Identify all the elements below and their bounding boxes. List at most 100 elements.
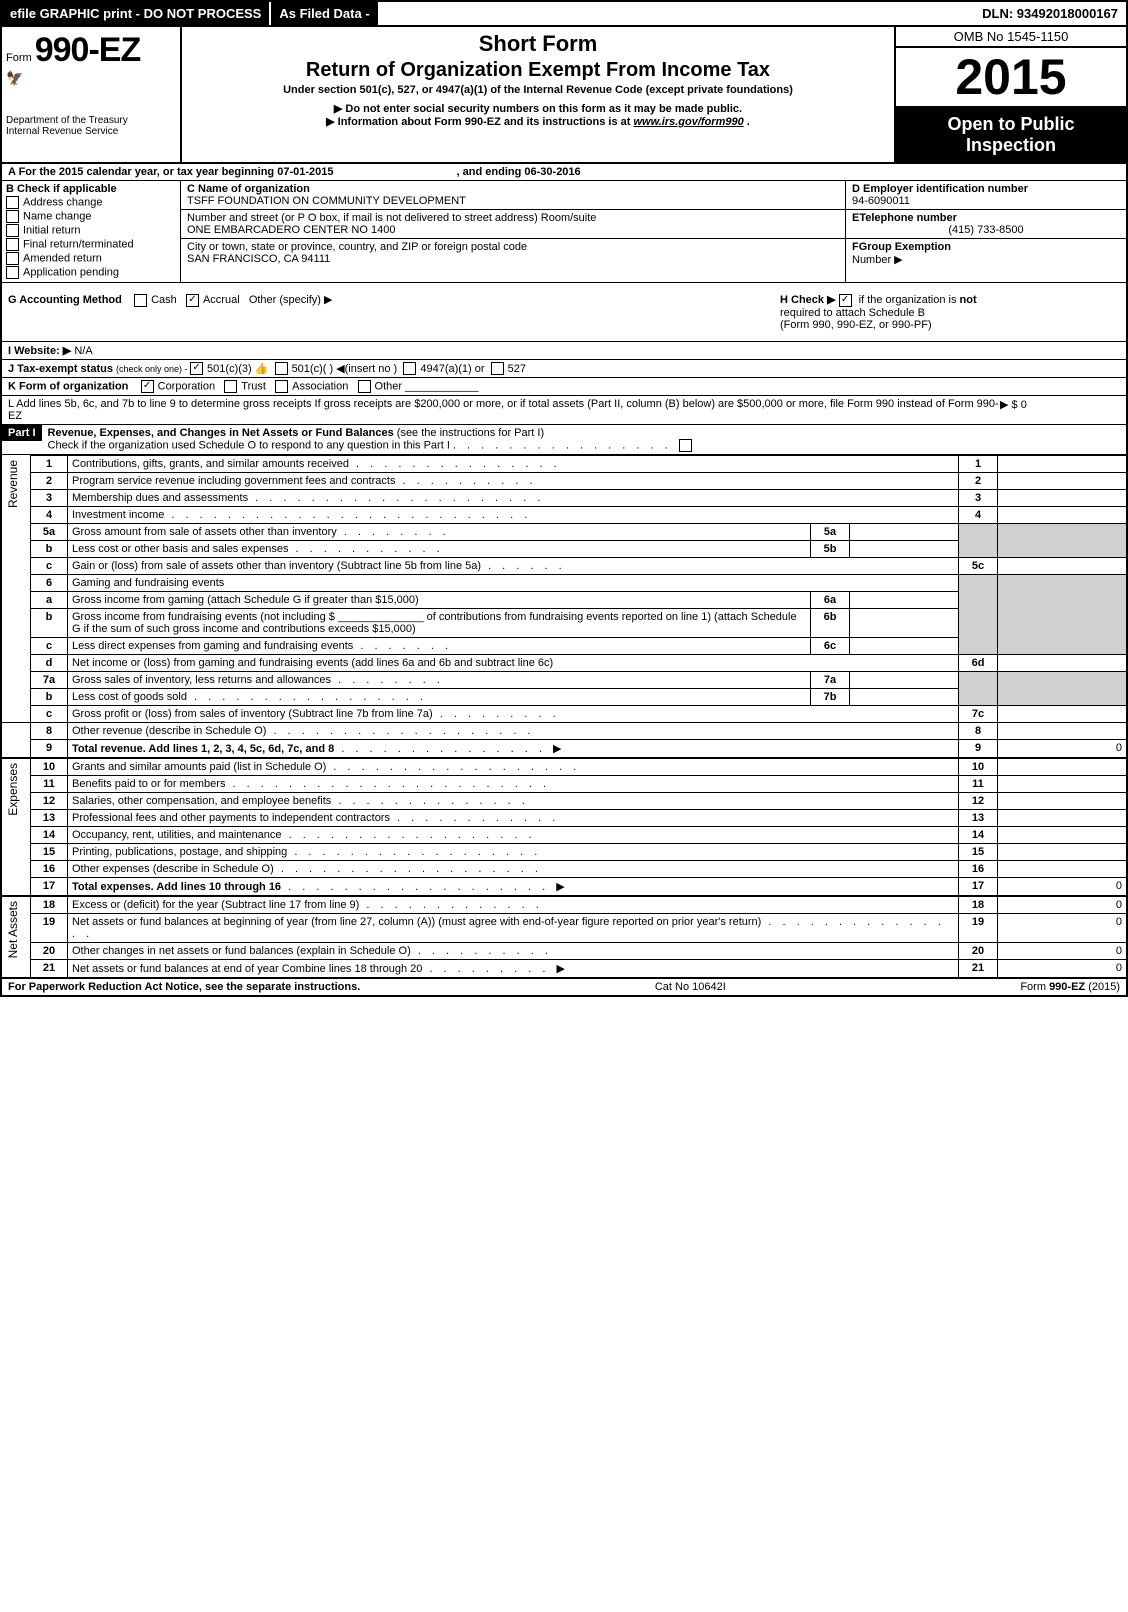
chk-k2[interactable]	[224, 380, 237, 393]
chk-k3[interactable]	[275, 380, 288, 393]
eagle-icon: 🦅	[6, 70, 176, 87]
omb-number: OMB No 1545-1150	[896, 27, 1126, 48]
note-info-post: .	[747, 116, 750, 128]
addr-value: ONE EMBARCADERO CENTER NO 1400	[187, 224, 395, 236]
row-15: 15 Printing, publications, postage, and …	[2, 844, 1126, 861]
header-right: OMB No 1545-1150 2015 Open to Public Ins…	[896, 27, 1126, 162]
line-g: G Accounting Method Cash ✓Accrual Other …	[8, 293, 780, 331]
row-6a: a Gross income from gaming (attach Sched…	[2, 592, 1126, 609]
chk-initial[interactable]: Initial return	[6, 224, 176, 237]
chk-address[interactable]: Address change	[6, 196, 176, 209]
chk-j3[interactable]	[403, 362, 416, 375]
top-bar: efile GRAPHIC print - DO NOT PROCESS As …	[2, 2, 1126, 27]
block-bcdef: B Check if applicable Address change Nam…	[2, 181, 1126, 283]
h-line3: (Form 990, 990-EZ, or 990-PF)	[780, 319, 932, 331]
row-14: 14 Occupancy, rent, utilities, and maint…	[2, 827, 1126, 844]
row-6d: d Net income or (loss) from gaming and f…	[2, 655, 1126, 672]
row-2: 2 Program service revenue including gove…	[2, 473, 1126, 490]
row-6c: c Less direct expenses from gaming and f…	[2, 638, 1126, 655]
line-a-pre: A For the 2015 calendar year, or tax yea…	[8, 166, 277, 178]
row-5b: b Less cost or other basis and sales exp…	[2, 541, 1126, 558]
c-name-row: C Name of organization TSFF FOUNDATION O…	[181, 181, 845, 210]
row-9: 9 Total revenue. Add lines 1, 2, 3, 4, 5…	[2, 740, 1126, 759]
chk-amended[interactable]: Amended return	[6, 252, 176, 265]
chk-accrual[interactable]: ✓	[186, 294, 199, 307]
row-11: 11 Benefits paid to or for members . . .…	[2, 776, 1126, 793]
f-label: FGroup Exemption	[852, 241, 951, 253]
line-h: H Check ▶ ✓ if the organization is not r…	[780, 293, 1120, 331]
main-grid: Revenue 1 Contributions, gifts, grants, …	[2, 455, 1126, 977]
row-5a: 5a Gross amount from sale of assets othe…	[2, 524, 1126, 541]
chk-schedo[interactable]	[679, 439, 692, 452]
tax-year: 2015	[896, 48, 1126, 108]
h-post: if the organization is	[859, 294, 960, 306]
h-line2: required to attach Schedule B	[780, 307, 925, 319]
e-phone-row: ETelephone number (415) 733-8500	[846, 210, 1126, 239]
section-revenue: Revenue	[6, 458, 20, 510]
col-b: B Check if applicable Address change Nam…	[2, 181, 181, 282]
h-pre: H Check ▶	[780, 294, 839, 306]
l-text: L Add lines 5b, 6c, and 7b to line 9 to …	[8, 398, 1000, 422]
l-amount: ▶ $ 0	[1000, 398, 1120, 422]
header-row: Form 990-EZ 🦅 Department of the Treasury…	[2, 27, 1126, 164]
chk-k1[interactable]: ✓	[141, 380, 154, 393]
header-left: Form 990-EZ 🦅 Department of the Treasury…	[2, 27, 182, 162]
city-label: City or town, state or province, country…	[187, 241, 527, 253]
part1-label: Part I	[2, 425, 42, 441]
title-short-form: Short Form	[186, 31, 890, 57]
chk-j1[interactable]: ✓	[190, 362, 203, 375]
footer-right: Form 990-EZ (2015)	[1020, 981, 1120, 993]
c-label: C Name of organization	[187, 183, 310, 195]
chk-h[interactable]: ✓	[839, 294, 852, 307]
row-7c: c Gross profit or (loss) from sales of i…	[2, 706, 1126, 723]
row-6: 6 Gaming and fundraising events	[2, 575, 1126, 592]
row-8: 8 Other revenue (describe in Schedule O)…	[2, 723, 1126, 740]
chk-pending[interactable]: Application pending	[6, 266, 176, 279]
chk-cash[interactable]	[134, 294, 147, 307]
row-10: Expenses 10 Grants and similar amounts p…	[2, 758, 1126, 776]
line-gh: G Accounting Method Cash ✓Accrual Other …	[2, 283, 1126, 342]
f-label2: Number ▶	[852, 254, 903, 266]
chk-final[interactable]: Final return/terminated	[6, 238, 176, 251]
part1-title: Revenue, Expenses, and Changes in Net As…	[48, 427, 394, 439]
row-13: 13 Professional fees and other payments …	[2, 810, 1126, 827]
irs-link[interactable]: www.irs.gov/form990	[633, 116, 743, 128]
j-label: J Tax-exempt status	[8, 363, 113, 375]
open-line1: Open to Public	[947, 114, 1074, 134]
open-to-public: Open to Public Inspection	[896, 108, 1126, 162]
line-j: J Tax-exempt status (check only one) - ✓…	[2, 360, 1126, 379]
section-netassets: Net Assets	[6, 899, 20, 960]
form-page: efile GRAPHIC print - DO NOT PROCESS As …	[0, 0, 1128, 997]
title-return: Return of Organization Exempt From Incom…	[186, 59, 890, 82]
under-section: Under section 501(c), 527, or 4947(a)(1)…	[186, 84, 890, 96]
chk-k4[interactable]	[358, 380, 371, 393]
col-b-title: B Check if applicable	[6, 183, 176, 195]
c-addr-row: Number and street (or P O box, if mail i…	[181, 210, 845, 239]
city-value: SAN FRANCISCO, CA 94111	[187, 253, 330, 265]
efile-label: efile GRAPHIC print - DO NOT PROCESS	[2, 2, 269, 25]
chk-j4[interactable]	[491, 362, 504, 375]
note-info-pre: ▶ Information about Form 990-EZ and its …	[326, 116, 633, 128]
f-group-row: FGroup Exemption Number ▶	[846, 239, 1126, 268]
chk-j2[interactable]	[275, 362, 288, 375]
col-d: D Employer identification number 94-6090…	[846, 181, 1126, 282]
row-7b: b Less cost of goods sold . . . . . . . …	[2, 689, 1126, 706]
row-12: 12 Salaries, other compensation, and emp…	[2, 793, 1126, 810]
row-1: Revenue 1 Contributions, gifts, grants, …	[2, 456, 1126, 473]
notes: ▶ Do not enter social security numbers o…	[186, 102, 890, 128]
form-label: Form	[6, 52, 32, 64]
chk-name[interactable]: Name change	[6, 210, 176, 223]
d-label: D Employer identification number	[852, 183, 1028, 195]
part1-header: Part I Revenue, Expenses, and Changes in…	[2, 425, 1126, 455]
row-18: Net Assets 18 Excess or (deficit) for th…	[2, 896, 1126, 914]
i-value: N/A	[74, 345, 92, 357]
line-l: L Add lines 5b, 6c, and 7b to line 9 to …	[2, 396, 1126, 425]
line-a-mid: , and ending	[457, 166, 525, 178]
i-label: I Website: ▶	[8, 345, 71, 357]
footer-left: For Paperwork Reduction Act Notice, see …	[8, 981, 360, 993]
row-5c: c Gain or (loss) from sale of assets oth…	[2, 558, 1126, 575]
row-17: 17 Total expenses. Add lines 10 through …	[2, 878, 1126, 897]
d-value: 94-6090011	[852, 195, 910, 207]
dln-label: DLN: 93492018000167	[974, 2, 1126, 25]
form-number: 990-EZ	[35, 31, 141, 69]
